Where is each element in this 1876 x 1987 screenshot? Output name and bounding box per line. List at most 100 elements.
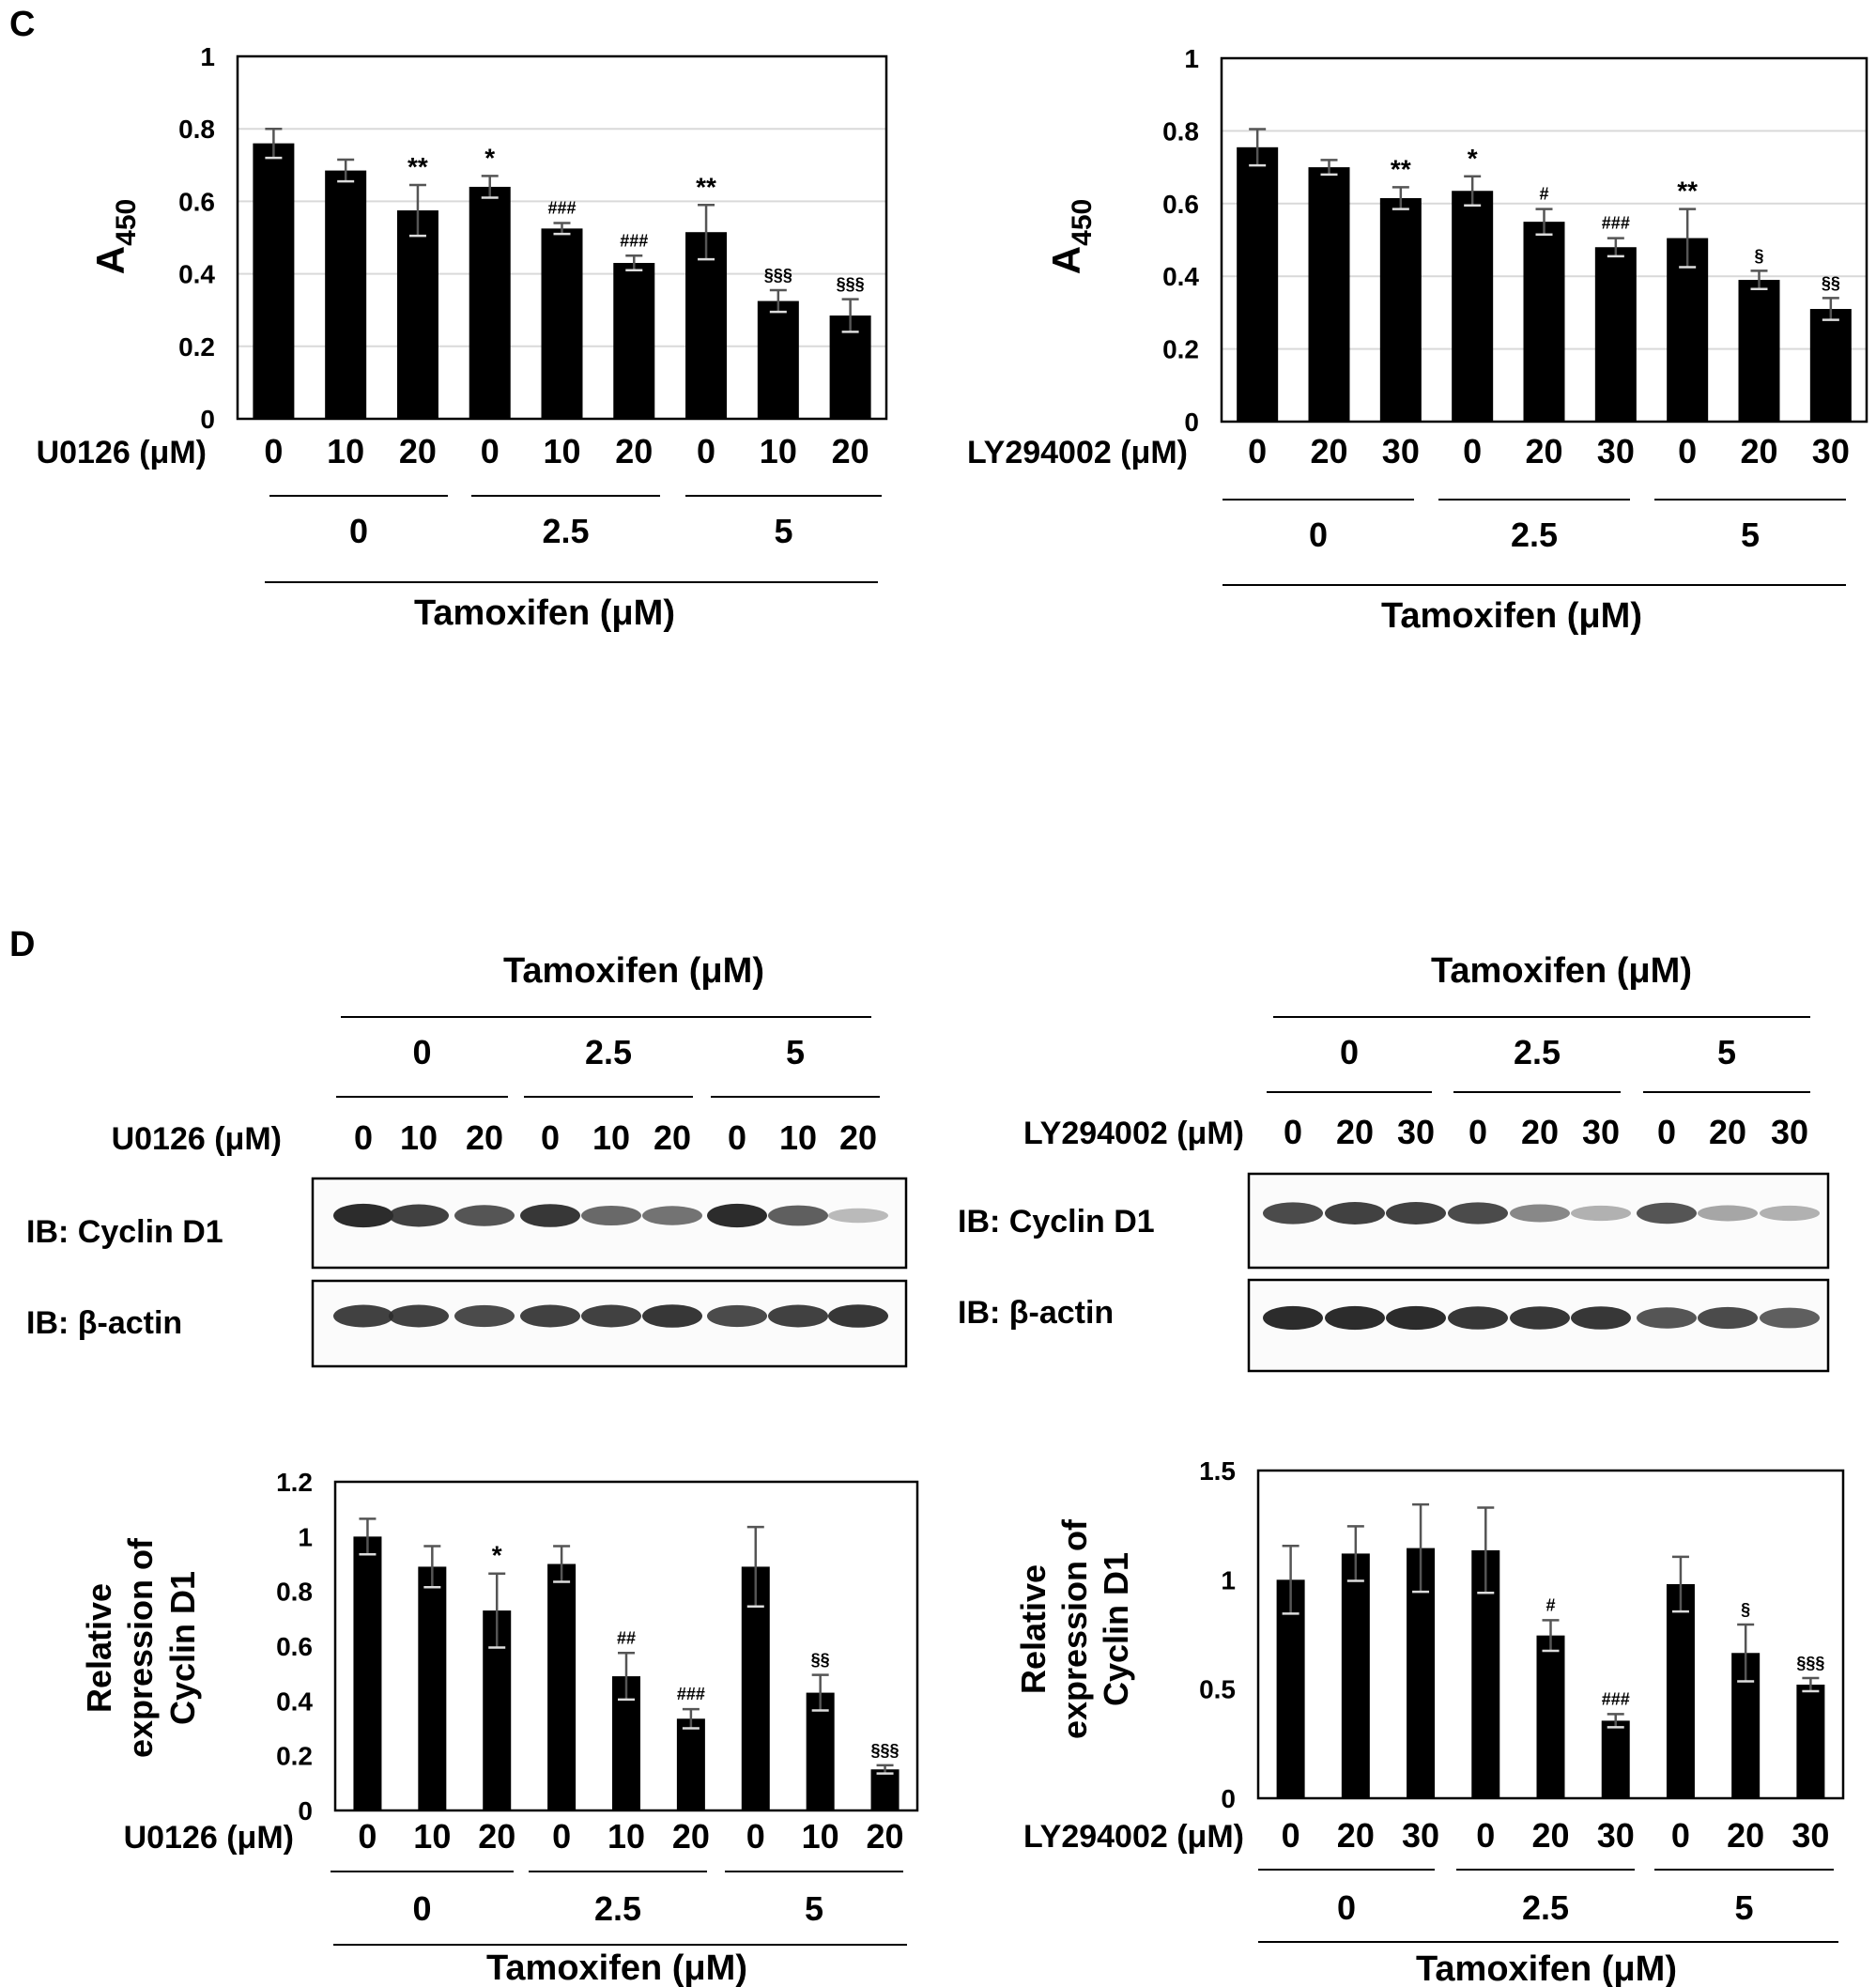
blot-band <box>581 1304 641 1328</box>
blot-band <box>642 1304 702 1328</box>
significance-mark: ### <box>1602 1689 1630 1708</box>
blot-band <box>520 1304 580 1328</box>
tamoxifen-group-label: 2.5 <box>1514 1033 1561 1071</box>
x-category-label: 30 <box>1597 432 1635 470</box>
significance-mark: # <box>1545 1595 1555 1614</box>
lane-label: 0 <box>1657 1113 1676 1151</box>
lane-label: 10 <box>592 1118 630 1157</box>
bar <box>757 300 799 419</box>
blot-band <box>333 1304 393 1328</box>
significance-mark: * <box>1468 144 1478 173</box>
bar <box>1667 238 1709 422</box>
lane-label: 20 <box>1336 1113 1374 1151</box>
bar <box>1601 1720 1630 1798</box>
y-tick-label: 0.8 <box>276 1578 313 1607</box>
x-category-label: 20 <box>1531 1816 1569 1855</box>
tamoxifen-group-label: 5 <box>1741 516 1760 554</box>
y-tick-label: 1.5 <box>1199 1456 1236 1486</box>
x-category-label: 0 <box>358 1817 377 1856</box>
x-category-label: 30 <box>1791 1816 1829 1855</box>
tamoxifen-group-label: 5 <box>805 1889 823 1928</box>
tamoxifen-group-label: 5 <box>1717 1033 1736 1071</box>
significance-mark: ** <box>696 172 716 201</box>
blot-band <box>389 1204 449 1227</box>
y-tick-label: 0.8 <box>1162 116 1199 146</box>
significance-mark: §§§ <box>871 1741 900 1760</box>
tamoxifen-axis-label: Tamoxifen (μM) <box>1381 596 1642 636</box>
x-category-label: 0 <box>1282 1816 1300 1855</box>
bar <box>1341 1553 1370 1798</box>
tamoxifen-group-label: 0 <box>1309 516 1328 554</box>
x-category-label: 10 <box>543 432 580 470</box>
bar <box>1796 1685 1825 1798</box>
y-axis-label-line: Relative <box>80 1583 118 1713</box>
blot-band <box>1698 1205 1758 1222</box>
blot-band <box>707 1304 767 1328</box>
blot-band <box>1637 1307 1697 1329</box>
blot-band <box>1448 1306 1508 1330</box>
lane-label: 0 <box>354 1118 373 1157</box>
tamoxifen-group-label: 2.5 <box>1522 1888 1569 1927</box>
x-category-label: 10 <box>607 1817 645 1856</box>
bar <box>1379 197 1422 422</box>
y-tick-label: 1 <box>1184 44 1199 73</box>
x-category-label: 0 <box>1678 432 1697 470</box>
x-category-label: 0 <box>746 1817 765 1856</box>
x-category-label: 0 <box>481 432 500 470</box>
y-tick-label: 0.2 <box>276 1742 313 1771</box>
bar <box>1276 1579 1305 1798</box>
x-category-label: 30 <box>1597 1816 1635 1855</box>
significance-mark: ### <box>1602 214 1630 233</box>
inhibitor-label: LY294002 (μM) <box>967 435 1188 470</box>
x-category-label: 20 <box>1337 1816 1375 1855</box>
significance-mark: §§ <box>1822 273 1840 292</box>
blot-band <box>707 1203 767 1228</box>
blot-band <box>1510 1306 1570 1330</box>
bar <box>676 1718 705 1810</box>
x-category-label: 10 <box>413 1817 451 1856</box>
bar <box>1738 280 1780 422</box>
blot-row-label: IB: β-actin <box>26 1305 182 1341</box>
tamoxifen-header: Tamoxifen (μM) <box>1431 951 1692 991</box>
lane-label: 20 <box>466 1118 503 1157</box>
bar <box>685 232 728 419</box>
y-axis-label: A450 <box>1044 199 1098 274</box>
inhibitor-label: U0126 (μM) <box>112 1121 282 1157</box>
x-category-label: 20 <box>1310 432 1347 470</box>
bar <box>1452 191 1494 422</box>
tamoxifen-group-label: 2.5 <box>594 1889 641 1928</box>
tamoxifen-group-label: 2.5 <box>542 512 589 550</box>
bar <box>541 228 583 419</box>
y-tick-label: 1 <box>200 42 215 71</box>
blot-band <box>520 1204 580 1227</box>
significance-mark: # <box>1539 185 1548 204</box>
x-category-label: 20 <box>1740 432 1777 470</box>
significance-mark: ### <box>547 199 576 218</box>
panel-label-c: C <box>9 5 35 44</box>
tamoxifen-group-label: 5 <box>774 512 792 550</box>
y-tick-label: 0.4 <box>1162 262 1199 291</box>
tamoxifen-group-label: 2.5 <box>585 1033 632 1071</box>
significance-mark: §§ <box>811 1651 830 1670</box>
significance-mark: ** <box>1391 154 1411 183</box>
y-axis-label-line: Cyclin D1 <box>163 1571 202 1725</box>
chart-c_left: 0 0.2 0.4 0.6 0.8 1 A450 0 10 ** 20 * 0 ### 10 ### 20 ** 0… <box>37 42 888 633</box>
bar <box>1666 1583 1695 1798</box>
y-tick-label: 1 <box>1221 1565 1236 1594</box>
x-category-label: 0 <box>264 432 283 470</box>
blot-band <box>1263 1305 1323 1331</box>
y-tick-label: 0.2 <box>1162 335 1199 364</box>
x-category-label: 20 <box>672 1817 710 1856</box>
y-tick-label: 0.8 <box>178 115 215 144</box>
y-axis-label-line: Relative <box>1014 1564 1053 1694</box>
x-category-label: 20 <box>478 1817 515 1856</box>
chart-d_left: 0 0.2 0.4 0.6 0.8 1 1.2 Relative expression of Cy… <box>80 1468 919 1987</box>
blot-band <box>1263 1202 1323 1225</box>
x-category-label: 10 <box>327 432 364 470</box>
x-category-label: 30 <box>1382 432 1420 470</box>
x-category-label: 20 <box>615 432 653 470</box>
y-axis-label-line: expression of <box>1055 1518 1094 1739</box>
